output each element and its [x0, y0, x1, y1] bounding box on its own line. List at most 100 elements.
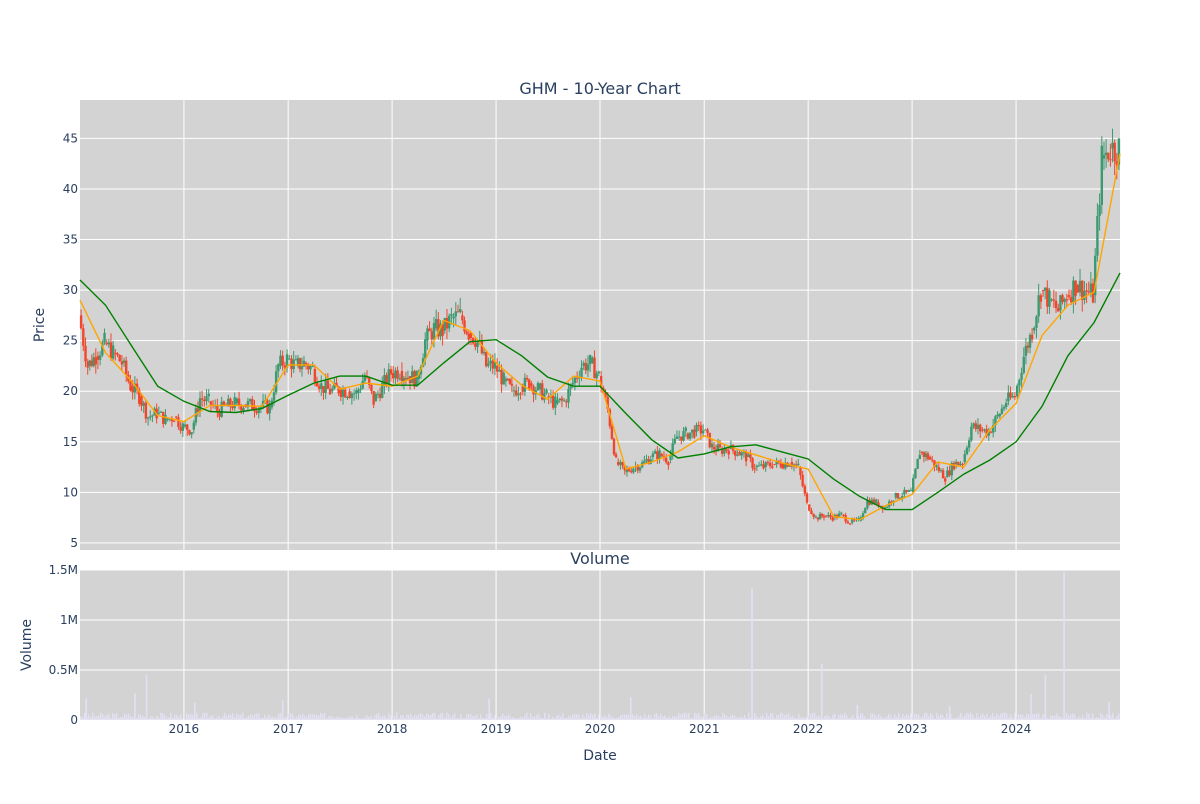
volume-bar — [130, 716, 132, 720]
candle-body — [240, 405, 243, 411]
volume-bar — [378, 713, 380, 720]
candle-body — [614, 454, 618, 458]
volume-bar — [190, 713, 192, 720]
candle-body — [961, 463, 964, 465]
volume-bar — [1058, 716, 1060, 720]
volume-bar — [706, 714, 708, 720]
candle-body — [346, 396, 349, 398]
candle-body — [1052, 299, 1056, 301]
volume-bar — [532, 716, 534, 720]
volume-bar — [682, 713, 684, 720]
volume-bar — [608, 713, 610, 720]
candle-body — [135, 383, 139, 390]
candle-body — [231, 406, 234, 409]
volume-bar — [700, 716, 702, 720]
candle-body — [597, 371, 601, 374]
volume-bar — [884, 717, 886, 720]
candle-body — [1111, 142, 1114, 149]
volume-bar — [596, 717, 598, 720]
volume-bar — [116, 713, 118, 720]
moving-average-short-line — [79, 153, 1121, 521]
candle-body — [434, 319, 438, 329]
volume-bar — [812, 713, 814, 720]
candle-body — [105, 342, 108, 345]
candle-body — [404, 377, 408, 380]
candle-body — [309, 366, 312, 370]
volume-bar — [408, 714, 410, 720]
candle-body — [417, 374, 421, 380]
volume-bar — [1112, 713, 1114, 720]
candle-body — [812, 514, 815, 517]
volume-bar — [112, 713, 114, 720]
volume-bar — [948, 717, 950, 720]
volume-bar — [436, 718, 438, 720]
volume-bar — [196, 712, 198, 720]
candle-body — [580, 367, 583, 378]
volume-bar — [670, 717, 672, 720]
volume-bar — [346, 717, 348, 720]
volume-bar — [140, 715, 142, 720]
volume-bar — [656, 713, 658, 720]
candle-body — [562, 400, 566, 402]
candle-body — [907, 490, 911, 492]
candle-body — [736, 454, 739, 456]
volume-bar — [584, 717, 586, 720]
candle-body — [389, 369, 393, 375]
candle-body — [1039, 295, 1043, 302]
volume-bar — [266, 717, 268, 720]
volume-bar — [992, 712, 994, 720]
candle-body — [1104, 152, 1108, 155]
volume-bar — [922, 715, 924, 720]
volume-bar — [886, 716, 888, 720]
volume-bar — [988, 717, 990, 720]
volume-bar — [1074, 714, 1076, 720]
volume-bar — [1042, 714, 1044, 720]
volume-bar — [342, 717, 344, 720]
volume-bar — [220, 718, 222, 720]
volume-bar — [996, 713, 998, 720]
volume-bar — [526, 712, 528, 720]
volume-bar — [912, 713, 914, 720]
candle-body — [523, 377, 527, 392]
volume-bar — [842, 715, 844, 720]
candle-body — [723, 448, 726, 454]
volume-bar — [956, 717, 958, 720]
candle-body — [268, 404, 271, 414]
volume-bar — [804, 717, 806, 720]
candle-body — [541, 383, 544, 400]
candle-body — [300, 366, 304, 370]
volume-bar — [328, 716, 330, 720]
candle-body — [944, 478, 947, 482]
candle-body — [896, 493, 900, 499]
volume-bar — [538, 713, 540, 720]
volume-bar — [902, 713, 904, 720]
volume-bar — [698, 712, 700, 720]
candle-body — [339, 389, 343, 397]
candle-body — [337, 386, 340, 394]
candle-body — [203, 399, 206, 402]
candle-body — [396, 370, 399, 379]
volume-bar — [152, 716, 154, 720]
volume-bar — [600, 712, 602, 720]
volume-bar — [434, 712, 436, 720]
candle-body — [608, 409, 612, 427]
volume-bar — [188, 714, 190, 720]
volume-bar — [394, 716, 396, 720]
candle-body — [1059, 295, 1062, 311]
volume-bar — [172, 717, 174, 720]
candle-body — [853, 519, 856, 521]
volume-bar — [672, 715, 674, 720]
volume-bar — [290, 712, 292, 720]
candle-body — [816, 517, 820, 520]
volume-bar — [248, 715, 250, 720]
volume-bar — [754, 713, 756, 720]
volume-bar — [976, 713, 978, 720]
volume-bar — [292, 714, 294, 720]
volume-bar — [110, 718, 112, 720]
candle-body — [79, 315, 83, 329]
candle-body — [799, 467, 802, 476]
candle-body — [392, 373, 395, 379]
volume-bar — [162, 713, 164, 720]
volume-bar — [432, 713, 434, 720]
candle-body — [218, 411, 221, 417]
